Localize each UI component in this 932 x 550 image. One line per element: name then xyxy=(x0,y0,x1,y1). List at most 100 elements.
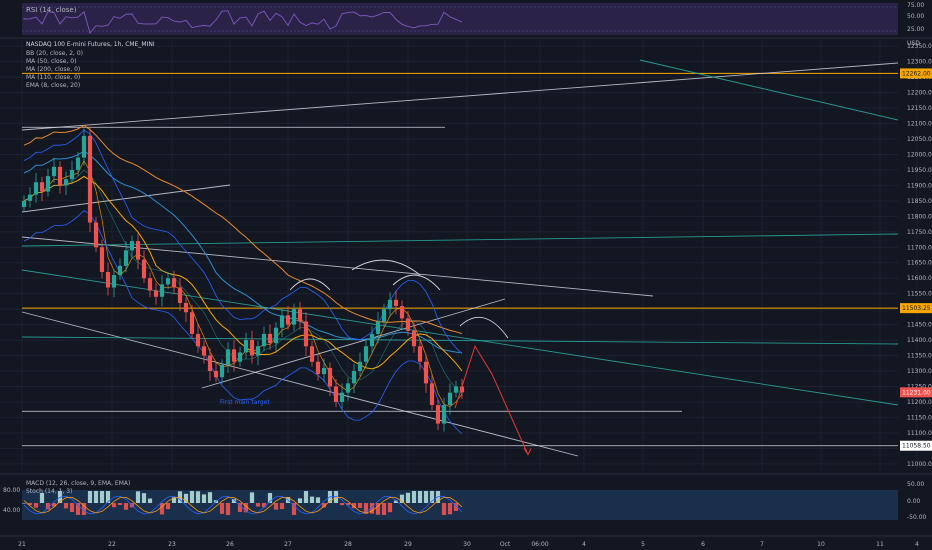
price-tick: 11100.00 xyxy=(907,430,932,437)
candle-body xyxy=(279,315,285,328)
candle-body xyxy=(195,333,201,347)
price-level-tags: 12262.00 11503.25 11231.00 11058.50 xyxy=(900,68,932,451)
price-tick: 11400.00 xyxy=(907,337,932,344)
arc-drawing xyxy=(459,317,509,339)
time-tick: 28 xyxy=(344,541,352,548)
price-tick: 11350.00 xyxy=(907,353,932,360)
macd-bar xyxy=(75,503,81,515)
price-tick: 12200.00 xyxy=(907,90,932,97)
macd-bar xyxy=(99,491,105,503)
time-tick: 22 xyxy=(108,541,116,548)
arc-drawing xyxy=(351,259,421,276)
macd-bar xyxy=(453,503,459,511)
price-tick: 11450.00 xyxy=(907,322,932,329)
time-tick: 21 xyxy=(18,541,26,548)
macd-bar xyxy=(249,492,255,503)
candle-body xyxy=(63,179,69,186)
macd-bar xyxy=(39,493,45,503)
legend-ema8: EMA (8, close, 20) xyxy=(26,82,80,89)
candle-body xyxy=(87,135,93,223)
macd-pane[interactable]: MACD (12, 26, close, 9, EMA, EMA) Stoch … xyxy=(3,480,927,521)
candle-body xyxy=(171,278,177,288)
candle-body xyxy=(291,309,297,325)
macd-bar xyxy=(315,497,321,503)
price-tick: 12100.00 xyxy=(907,121,932,128)
legend-ma50: MA (50, close, 0) xyxy=(26,58,76,65)
macd-bar xyxy=(303,491,309,503)
candle-body xyxy=(441,405,447,424)
candle-body xyxy=(219,364,225,378)
candle-body xyxy=(147,278,153,291)
main-pane[interactable]: First main target NASDAQ 100 E-mini Futu… xyxy=(0,40,932,470)
candle-body xyxy=(453,386,459,393)
price-tag xyxy=(900,68,932,79)
macd-tick: -50.00 xyxy=(907,514,927,521)
macd-bar xyxy=(243,503,249,513)
trendline-lower xyxy=(21,311,579,457)
price-tick: 11650.00 xyxy=(907,260,932,267)
trendline-channel xyxy=(21,184,231,213)
candle-body xyxy=(405,318,411,331)
rsi-tick: 50.00 xyxy=(907,13,924,20)
candle-body xyxy=(345,383,351,393)
trendline-teal-mid xyxy=(21,336,899,345)
arc-drawings xyxy=(289,259,509,339)
candle-body xyxy=(105,272,111,288)
price-tick: 12150.00 xyxy=(907,105,932,112)
candle-body xyxy=(273,327,279,344)
candle-body xyxy=(243,340,249,353)
macd-bar xyxy=(21,503,27,504)
trendlines xyxy=(21,59,899,457)
projection-path xyxy=(454,345,529,455)
candle-body xyxy=(21,200,27,208)
macd-bar xyxy=(27,503,33,506)
candle-body xyxy=(27,194,33,201)
macd-bar xyxy=(117,503,123,506)
candle-body xyxy=(225,349,231,365)
time-axis[interactable]: 21 22 23 26 27 28 29 30 Oct 06:00 4 5 6 7 10 11 4 xyxy=(18,541,919,548)
stoch-lines xyxy=(23,495,463,515)
macd-bar xyxy=(369,503,375,514)
projection-arrowhead xyxy=(523,448,532,456)
stoch-tick: 80.00 xyxy=(3,487,20,494)
macd-bar xyxy=(225,503,231,515)
candle-body xyxy=(201,346,207,356)
macd-bar xyxy=(357,503,363,508)
price-tick: 12000.00 xyxy=(907,151,932,158)
candle-body xyxy=(375,321,381,334)
horizontal-levels xyxy=(22,72,898,447)
macd-bar xyxy=(405,492,411,503)
macd-bar xyxy=(207,492,213,503)
rsi-pane[interactable]: RSI (14, close) 75.00 50.00 25.00 xyxy=(22,2,924,35)
currency-label: USD xyxy=(907,40,920,47)
price-tick: 11200.00 xyxy=(907,399,932,406)
candle-body xyxy=(207,355,213,372)
candle-body xyxy=(267,333,273,344)
macd-bar xyxy=(381,503,387,515)
candle-body xyxy=(363,346,369,362)
price-tick: 11950.00 xyxy=(907,167,932,174)
candle-body xyxy=(81,135,87,158)
candle-body xyxy=(435,405,441,424)
ma200-line xyxy=(23,124,463,335)
candle-body xyxy=(333,386,339,402)
price-tag-label: 11058.50 xyxy=(902,443,931,450)
price-tick: 11150.00 xyxy=(907,414,932,421)
macd-bar xyxy=(93,491,99,503)
macd-bar xyxy=(231,498,237,503)
price-tick: 11600.00 xyxy=(907,275,932,282)
arc-drawing xyxy=(289,278,331,291)
macd-bar xyxy=(63,503,69,509)
macd-tick: 0.00 xyxy=(907,498,921,505)
candle-body xyxy=(33,182,39,195)
ma110-line xyxy=(23,150,463,354)
macd-bar xyxy=(189,491,195,503)
macd-bar xyxy=(45,503,51,510)
macd-bar xyxy=(111,503,117,508)
price-tag-label: 11231.00 xyxy=(902,389,931,396)
macd-bar xyxy=(363,503,369,514)
candle-body xyxy=(141,259,147,279)
trendline-rising xyxy=(201,298,506,389)
macd-bar xyxy=(51,503,57,507)
